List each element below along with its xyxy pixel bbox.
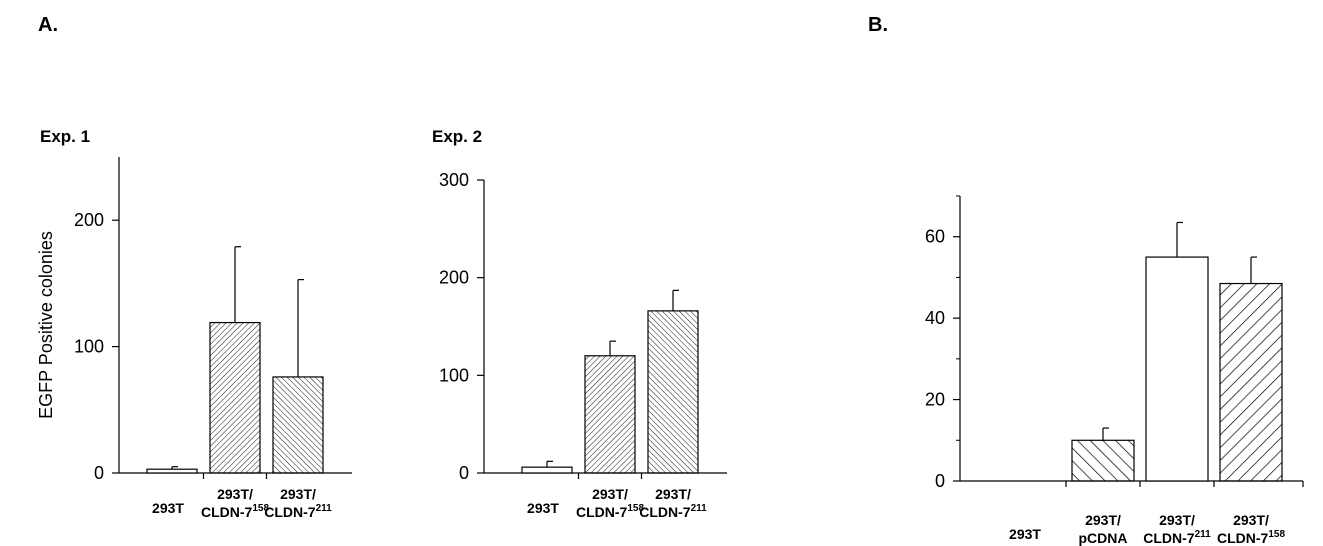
- x-tick-label-superscript: 158: [252, 503, 269, 514]
- x-tick-label-line1: 293T/: [280, 486, 316, 502]
- x-tick-label-line2: CLDN-7211: [264, 503, 332, 520]
- chart-title: Exp. 2: [432, 127, 482, 146]
- bar-2: [584, 355, 636, 474]
- chart-1: Exp. 1 EGFP Positive colonies 0 100 200 293T 2…: [36, 127, 352, 520]
- x-tick-label-line1: 293T/: [1159, 512, 1195, 528]
- x-tick-label-superscript: 158: [1268, 529, 1285, 540]
- x-tick-label-line2: CLDN-7158: [201, 503, 269, 520]
- y-tick-label: 60: [925, 227, 945, 247]
- y-tick-label: 0: [459, 463, 469, 483]
- bar-1: [521, 466, 573, 474]
- y-tick-label: 0: [94, 463, 104, 483]
- y-tick-label: 20: [925, 390, 945, 410]
- bar-2: [209, 321, 261, 474]
- chart-3: 0204060293T293T/pCDNA293T/CLDN-7211293T/…: [925, 195, 1304, 546]
- chart-2: Exp. 20100200300293T293T/CLDN-7158293T/C…: [432, 127, 727, 520]
- bar-2: [1071, 439, 1135, 482]
- panel-b-label: B.: [868, 14, 888, 36]
- x-tick-label-superscript: 211: [316, 503, 333, 514]
- y-tick-label: 200: [439, 268, 469, 288]
- x-tick-label-line2: pCDNA: [1079, 530, 1128, 546]
- x-tick-label-superscript: 211: [691, 503, 708, 514]
- bar-1: [146, 468, 198, 474]
- y-tick-label: 40: [925, 308, 945, 328]
- x-tick-label: 293T: [527, 500, 559, 516]
- chart-title: Exp. 1: [40, 127, 90, 146]
- y-tick-label: 300: [439, 170, 469, 190]
- x-tick-label-superscript: 211: [1195, 529, 1212, 540]
- x-tick-label-line2: CLDN-7211: [1143, 529, 1211, 546]
- x-tick-label-line1: 293T/: [592, 486, 628, 502]
- x-tick-label-line2: CLDN-7158: [1217, 529, 1285, 546]
- bar-4: [1219, 282, 1283, 482]
- y-tick-label: 100: [439, 365, 469, 385]
- y-tick-label: 100: [74, 337, 104, 357]
- x-tick-label-line1: 293T/: [1085, 512, 1121, 528]
- x-tick-label-superscript: 158: [627, 503, 644, 514]
- x-tick-label-line1: 293T/: [1233, 512, 1269, 528]
- y-tick-label: 0: [935, 471, 945, 491]
- bar-3: [1145, 256, 1209, 482]
- x-tick-label-line1: 293T/: [655, 486, 691, 502]
- bar-3: [272, 376, 324, 474]
- x-tick-label: 293T: [1009, 526, 1041, 542]
- panel-a-label: A.: [38, 14, 58, 36]
- x-tick-label-line2: CLDN-7158: [576, 503, 644, 520]
- x-tick-label-line1: 293T/: [217, 486, 253, 502]
- bar-3: [647, 310, 699, 474]
- x-tick-label: 293T: [152, 500, 184, 516]
- y-tick-label: 200: [74, 210, 104, 230]
- y-axis-label: EGFP Positive colonies: [36, 231, 56, 419]
- x-tick-label-line2: CLDN-7211: [639, 503, 707, 520]
